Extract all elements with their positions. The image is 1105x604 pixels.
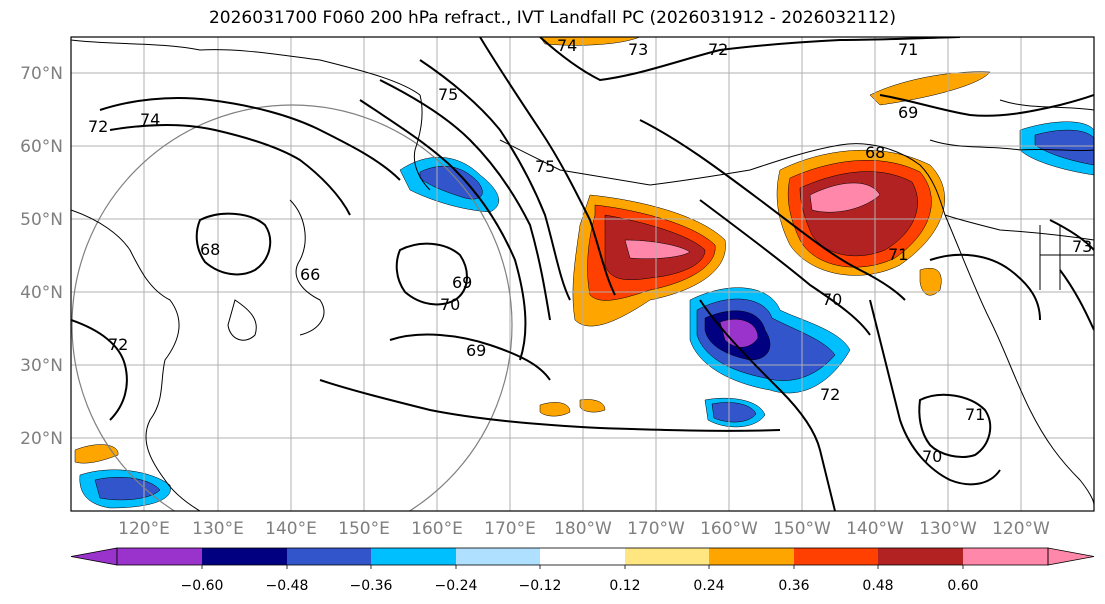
map-title: 2026031700 F060 200 hPa refract., IVT La… <box>208 8 896 28</box>
lat-label-40n: 40°N <box>20 283 63 303</box>
contour-label-66: 66 <box>300 265 320 284</box>
contour-label-70: 70 <box>440 295 460 314</box>
cb-tick-9: 0.48 <box>862 578 893 594</box>
lat-label-70n: 70°N <box>20 64 63 84</box>
lon-label-160e: 160°E <box>411 519 463 539</box>
contour-label-68b: 68 <box>200 240 220 259</box>
cb-tick-5: −0.12 <box>519 578 562 594</box>
lat-label-50n: 50°N <box>20 210 63 230</box>
contour-label-68: 68 <box>865 143 885 162</box>
lon-label-150e: 150°E <box>338 519 390 539</box>
colorbar-segment-4 <box>371 548 456 565</box>
colorbar-segment-3 <box>287 548 371 565</box>
contour-label-75: 75 <box>438 85 458 104</box>
map-area: 74 73 72 71 75 69 68 74 75 68 66 69 70 6… <box>71 36 1094 511</box>
lon-label-160w: 160°W <box>700 519 758 539</box>
colorbar-extend-high <box>1047 547 1095 566</box>
colorbar-segment-5 <box>456 548 540 565</box>
lat-label-30n: 30°N <box>20 356 63 376</box>
colorbar-segment-10 <box>878 548 963 565</box>
cb-tick-10: 0.60 <box>947 578 978 594</box>
contour-label-69b: 69 <box>452 273 472 292</box>
cb-tick-8: 0.36 <box>778 578 809 594</box>
contour-label-73: 73 <box>628 40 648 59</box>
contour-label-71c: 71 <box>965 405 985 424</box>
cb-tick-7: 0.24 <box>693 578 724 594</box>
colorbar-outline <box>116 547 1049 566</box>
latitude-labels: 70°N 60°N 50°N 40°N 30°N 20°N <box>20 64 63 449</box>
contour-label-72: 72 <box>708 40 728 59</box>
cb-tick-2: −0.48 <box>266 578 309 594</box>
longitude-labels: 120°E 130°E 140°E 150°E 160°E 170°E 180°… <box>118 519 1050 539</box>
contour-label-72c: 72 <box>820 385 840 404</box>
colorbar-segment-6 <box>540 548 625 565</box>
map-frame <box>70 36 1095 512</box>
contour-label-73b: 73 <box>1072 237 1092 256</box>
shaded-fields <box>74 37 1094 509</box>
lon-label-150w: 150°W <box>773 519 831 539</box>
colorbar <box>70 547 1095 569</box>
contour-label-71b: 71 <box>888 245 908 264</box>
lon-label-170w: 170°W <box>627 519 685 539</box>
graticule <box>71 37 1094 511</box>
lon-label-180w: 180°W <box>554 519 612 539</box>
cb-tick-6: 0.12 <box>609 578 640 594</box>
cb-tick-4: −0.24 <box>435 578 478 594</box>
lon-label-120w: 120°W <box>992 519 1050 539</box>
lon-label-140w: 140°W <box>846 519 904 539</box>
contour-label-69c: 69 <box>466 341 486 360</box>
contour-label-75b: 75 <box>535 157 555 176</box>
radius-circle <box>71 104 513 511</box>
colorbar-extend-low <box>70 547 118 566</box>
contour-label-74: 74 <box>557 36 577 55</box>
contour-label-70b: 70 <box>822 290 842 309</box>
colorbar-segment-1 <box>117 548 202 565</box>
lat-label-20n: 20°N <box>20 429 63 449</box>
lon-label-130e: 130°E <box>192 519 244 539</box>
lon-label-140e: 140°E <box>265 519 317 539</box>
colorbar-segment-2 <box>202 548 287 565</box>
lon-label-120e: 120°E <box>118 519 170 539</box>
colorbar-segment-9 <box>794 548 878 565</box>
colorbar-segment-8 <box>709 548 794 565</box>
contour-label-69: 69 <box>898 103 918 122</box>
contour-label-71: 71 <box>898 40 918 59</box>
cb-tick-3: −0.36 <box>350 578 393 594</box>
contour-label-72d: 72 <box>88 117 108 136</box>
contours <box>71 37 1094 511</box>
lon-label-170e: 170°E <box>484 519 536 539</box>
contour-label-70c: 70 <box>922 447 942 466</box>
lat-label-60n: 60°N <box>20 137 63 157</box>
contour-label-74b: 74 <box>140 110 160 129</box>
contour-label-72b: 72 <box>108 335 128 354</box>
contour-labels: 74 73 72 71 75 69 68 74 75 68 66 69 70 6… <box>88 36 1092 466</box>
colorbar-segment-11 <box>963 548 1048 565</box>
colorbar-segment-7 <box>625 548 709 565</box>
lon-label-130w: 130°W <box>919 519 977 539</box>
cb-tick-1: −0.60 <box>181 578 224 594</box>
colorbar-tick-labels: −0.60 −0.48 −0.36 −0.24 −0.12 0.12 0.24 … <box>181 578 979 594</box>
coastlines <box>71 39 1094 511</box>
